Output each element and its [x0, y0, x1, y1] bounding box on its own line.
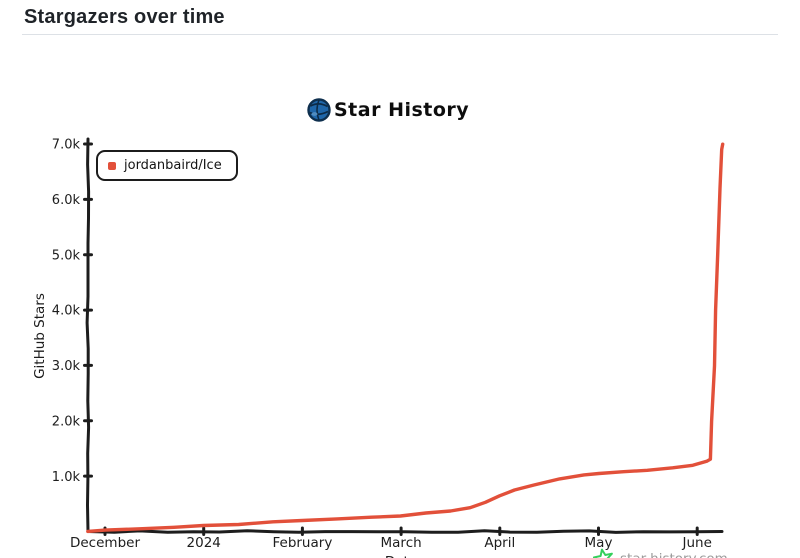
chart-canvas: 7.0k 6.0k 5.0k 4.0k 3.0k 2.0k 1.0k Decem… [32, 137, 725, 558]
x-tick-march: March [381, 535, 422, 551]
x-tick-2024: 2024 [187, 535, 221, 551]
y-axis-title: GitHub Stars [32, 293, 48, 379]
chart-legend: jordanbaird/Ice [96, 150, 238, 181]
y-tick-4k: 4.0k [52, 304, 81, 319]
green-star-icon [593, 548, 613, 558]
y-tick-3k: 3.0k [52, 359, 81, 374]
star-history-brand: Star History [306, 97, 469, 123]
y-tick-1k: 1.0k [52, 470, 81, 485]
y-tick-5k: 5.0k [52, 248, 81, 263]
watermark[interactable]: star-history.com [593, 548, 728, 558]
axis-lines [85, 137, 724, 534]
x-tick-december: December [70, 535, 140, 551]
y-tick-labels: 7.0k 6.0k 5.0k 4.0k 3.0k 2.0k 1.0k [52, 138, 81, 485]
x-tick-february: February [272, 535, 332, 551]
x-axis-title: Date [385, 554, 417, 558]
x-tick-april: April [484, 535, 515, 551]
series-line-jordanbaird-ice [86, 142, 725, 534]
x-tick-may: May [585, 535, 613, 551]
page-title: Stargazers over time [24, 6, 225, 28]
title-divider [22, 34, 778, 35]
axes [83, 137, 724, 536]
y-tick-2k: 2.0k [52, 414, 81, 429]
legend-marker-icon [108, 161, 116, 170]
legend-repo-label: jordanbaird/Ice [124, 158, 222, 173]
brand-title: Star History [334, 99, 470, 121]
x-tick-june: June [681, 535, 711, 551]
watermark-link[interactable]: star-history.com [620, 551, 728, 558]
star-history-chart[interactable]: 7.0k 6.0k 5.0k 4.0k 3.0k 2.0k 1.0k Decem… [0, 40, 800, 558]
axis-ticks [83, 142, 699, 536]
x-tick-labels: December 2024 February March April May J… [70, 535, 712, 551]
star-history-logo-icon [307, 98, 331, 122]
y-tick-7k: 7.0k [52, 138, 81, 153]
y-tick-6k: 6.0k [52, 193, 81, 208]
